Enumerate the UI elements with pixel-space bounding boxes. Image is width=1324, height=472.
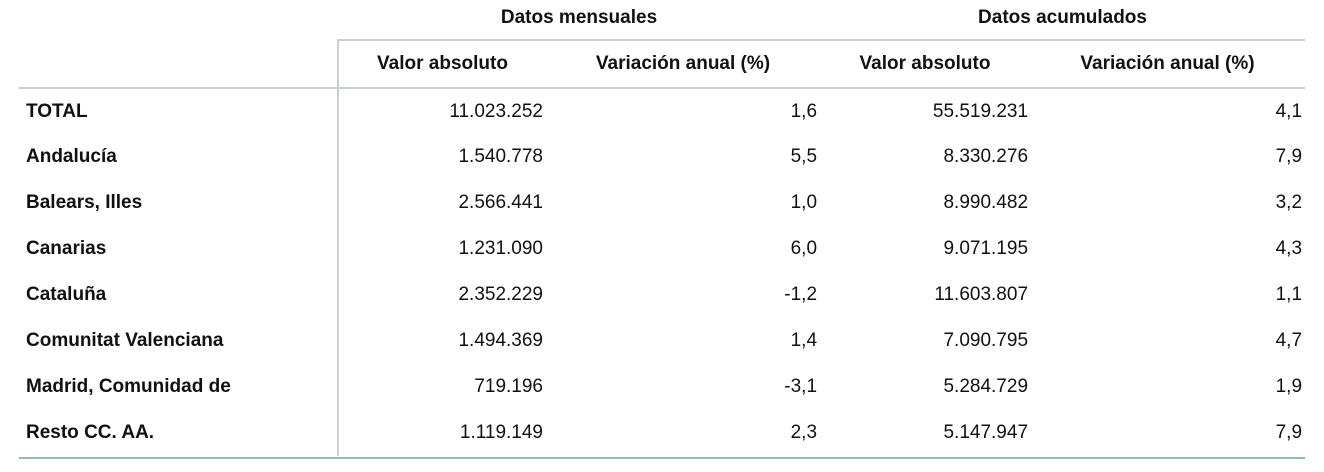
row-label: Andalucía — [19, 134, 339, 180]
group-header-cumulative: Datos acumulados — [820, 0, 1306, 41]
cell-cumulative-abs: 9.071.195 — [943, 238, 1029, 259]
table-row: TOTAL 11.023.252 1,6 55.519.231 4,1 — [19, 88, 1305, 134]
cell-cumulative-abs: 11.603.807 — [934, 284, 1029, 305]
cell-cumulative-abs: 8.330.276 — [943, 146, 1029, 167]
sub-header-row: Valor absoluto Variación anual (%) Valor… — [19, 40, 1306, 89]
header-monthly-abs: Valor absoluto — [338, 40, 546, 89]
row-label: Canarias — [19, 226, 339, 272]
row-label: Cataluña — [19, 272, 339, 318]
empty-label-header — [19, 40, 339, 89]
cell-monthly-var: 5,5 — [790, 146, 818, 167]
group-header-row: Datos mensuales Datos acumulados — [19, 0, 1306, 41]
cell-monthly-abs: 719.196 — [474, 376, 543, 397]
cell-monthly-var: 2,3 — [790, 422, 818, 443]
cell-cumulative-var: 4,7 — [1275, 330, 1303, 351]
cell-cumulative-var: 4,1 — [1275, 100, 1303, 122]
group-header-monthly: Datos mensuales — [338, 0, 821, 41]
tourism-data-table: Datos mensuales Datos acumulados Valor a… — [19, 0, 1306, 456]
header-cumulative-abs: Valor absoluto — [820, 40, 1031, 89]
row-label: Balears, Illes — [19, 180, 339, 226]
table-row: Balears, Illes 2.566.441 1,0 8.990.482 3… — [19, 180, 1305, 226]
table-row: Cataluña 2.352.229 -1,2 11.603.807 1,1 — [19, 272, 1305, 318]
cell-cumulative-abs: 5.284.729 — [943, 376, 1029, 397]
table-row: Comunitat Valenciana 1.494.369 1,4 7.090… — [19, 318, 1305, 364]
table-row: Resto CC. AA. 1.119.149 2,3 5.147.947 7,… — [19, 410, 1305, 456]
row-label: Comunitat Valenciana — [19, 318, 339, 364]
cell-cumulative-var: 3,2 — [1275, 192, 1303, 213]
table-header: Datos mensuales Datos acumulados Valor a… — [19, 0, 1306, 89]
row-label: Madrid, Comunidad de — [19, 364, 339, 410]
cell-monthly-abs: 2.352.229 — [458, 284, 543, 305]
cell-cumulative-var: 1,1 — [1275, 284, 1303, 305]
cell-monthly-var: 1,6 — [790, 100, 818, 122]
table-body: TOTAL 11.023.252 1,6 55.519.231 4,1 Anda… — [19, 88, 1305, 456]
cell-monthly-var: -1,2 — [784, 284, 818, 305]
cell-monthly-abs: 1.540.778 — [458, 146, 543, 167]
header-cumulative-var: Variación anual (%) — [1030, 40, 1306, 89]
cell-cumulative-abs: 55.519.231 — [932, 100, 1029, 122]
cell-cumulative-var: 4,3 — [1275, 238, 1303, 259]
table-row: Andalucía 1.540.778 5,5 8.330.276 7,9 — [19, 134, 1305, 180]
cell-cumulative-abs: 5.147.947 — [943, 422, 1029, 443]
data-table-container: Datos mensuales Datos acumulados Valor a… — [19, 0, 1306, 472]
cell-monthly-var: -3,1 — [784, 376, 818, 397]
cell-monthly-abs: 1.119.149 — [459, 422, 543, 443]
cell-monthly-var: 1,0 — [790, 192, 818, 213]
cell-monthly-abs: 11.023.252 — [449, 100, 543, 122]
cell-cumulative-var: 7,9 — [1275, 146, 1303, 167]
cell-monthly-var: 1,4 — [790, 330, 818, 351]
cell-monthly-abs: 1.494.369 — [458, 330, 543, 351]
cell-cumulative-abs: 7.090.795 — [943, 330, 1029, 351]
cell-monthly-abs: 2.566.441 — [458, 192, 543, 213]
header-monthly-var: Variación anual (%) — [546, 40, 821, 89]
table-row: Madrid, Comunidad de 719.196 -3,1 5.284.… — [19, 364, 1305, 410]
cell-cumulative-var: 7,9 — [1275, 422, 1303, 443]
row-label: TOTAL — [19, 88, 339, 134]
cell-cumulative-var: 1,9 — [1275, 376, 1303, 397]
empty-corner-cell — [19, 0, 338, 40]
table-bottom-rule — [19, 457, 1305, 459]
row-label: Resto CC. AA. — [19, 410, 339, 456]
cell-monthly-abs: 1.231.090 — [458, 238, 543, 259]
cell-monthly-var: 6,0 — [790, 238, 818, 259]
table-row: Canarias 1.231.090 6,0 9.071.195 4,3 — [19, 226, 1305, 272]
cell-cumulative-abs: 8.990.482 — [943, 192, 1029, 213]
